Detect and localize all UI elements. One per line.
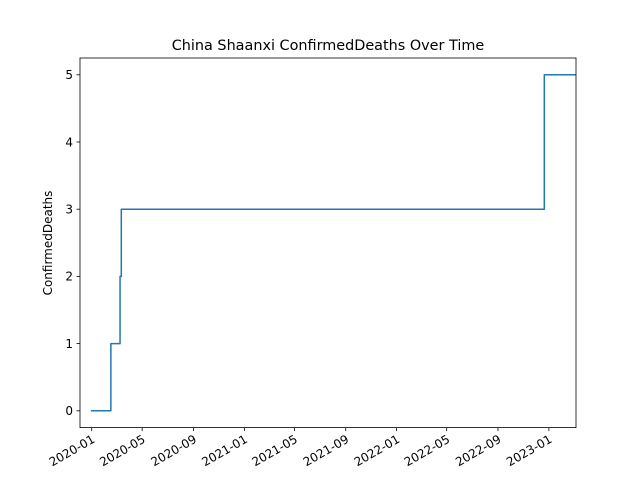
- y-tick-label: 5: [65, 68, 73, 82]
- chart-title: China Shaanxi ConfirmedDeaths Over Time: [172, 38, 485, 54]
- x-tick-label: 2023-01: [504, 432, 554, 469]
- y-tick-label: 2: [65, 270, 73, 284]
- y-tick-label: 1: [65, 337, 73, 351]
- y-tick-label: 3: [65, 203, 73, 217]
- x-tick-label: 2020-01: [47, 432, 97, 469]
- y-axis-label: ConfirmedDeaths: [41, 191, 55, 296]
- x-tick-label: 2021-05: [249, 432, 299, 469]
- y-tick-label: 0: [65, 404, 73, 418]
- x-tick-label: 2020-09: [149, 432, 199, 469]
- x-tick-label: 2021-09: [301, 432, 351, 469]
- x-tick-label: 2022-01: [352, 432, 402, 469]
- plot-area: [90, 74, 576, 412]
- series-line: [90, 74, 576, 412]
- y-axis: 0 1 2 3 4 5: [65, 68, 80, 418]
- x-axis: 2020-01 2020-05 2020-09 2021-01 2021-05 2021-…: [47, 427, 554, 469]
- y-tick-label: 4: [65, 135, 73, 149]
- x-tick-label: 2022-09: [453, 432, 503, 469]
- x-tick-label: 2020-05: [97, 432, 147, 469]
- x-tick-label: 2022-05: [402, 432, 452, 469]
- axes-frame: [79, 57, 577, 429]
- x-tick-label: 2021-01: [199, 432, 249, 469]
